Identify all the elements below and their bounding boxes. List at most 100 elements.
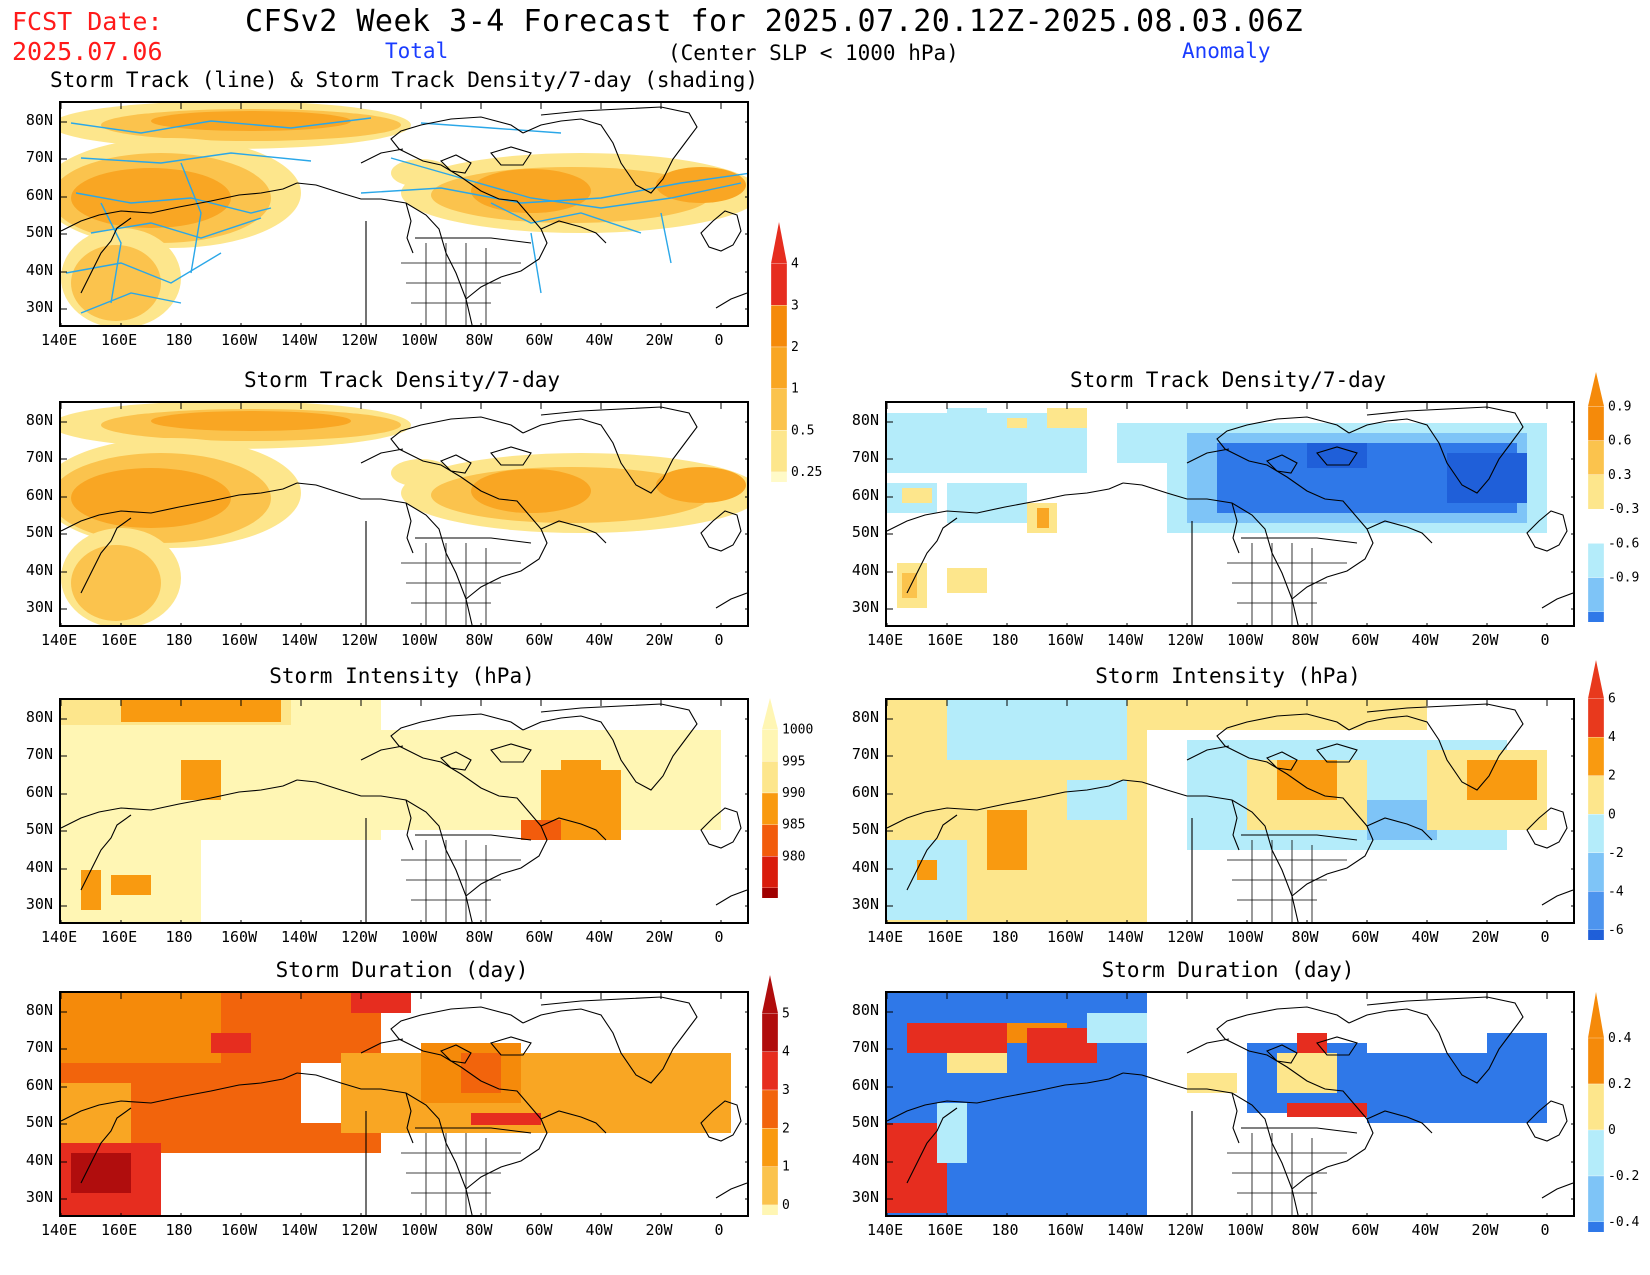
coastline: [1216, 713, 1368, 827]
lat-tick-label: 70N: [25, 745, 53, 763]
coastline: [1526, 510, 1568, 552]
coastline: [80, 814, 132, 891]
shading-cell: [1087, 1013, 1147, 1043]
lat-tick-label: 30N: [851, 598, 879, 616]
shading-cell: [987, 810, 1027, 870]
lon-tick-label: 160W: [221, 1221, 258, 1239]
lat-tick-label: 70N: [851, 448, 879, 466]
coastline: [61, 1072, 298, 1122]
coastline: [360, 1038, 404, 1054]
lat-tick-label: 40N: [851, 858, 879, 876]
colorbar-swatch: [1587, 508, 1605, 544]
colorbar-label: -0.3: [1608, 502, 1639, 517]
lat-tick-label: 60N: [851, 1076, 879, 1094]
panel-title-density-anom: Storm Track Density/7-day: [1069, 368, 1387, 392]
lon-tick-label: 80W: [1291, 928, 1319, 946]
lon-tick-label: 60W: [1351, 928, 1379, 946]
colorbar-swatch: [770, 346, 788, 389]
coastline: [490, 446, 532, 466]
shading-cell: [917, 860, 937, 880]
lon-tick-label: 0: [714, 331, 724, 349]
coastline: [1231, 1092, 1240, 1144]
coastline: [906, 1107, 958, 1184]
shading-cell: [1467, 760, 1537, 800]
lon-tick-label: 160E: [927, 631, 964, 649]
lon-tick-label: 0: [714, 1221, 724, 1239]
colorbar-label: 0.5: [791, 423, 814, 438]
lon-tick-label: 60W: [525, 1221, 553, 1239]
lon-tick-label: 20W: [645, 1221, 673, 1239]
lat-tick-label: 80N: [25, 708, 53, 726]
coastline: [906, 814, 958, 891]
shading-area: [71, 468, 231, 528]
colorbar-label: 4: [1608, 730, 1616, 745]
coastline: [390, 713, 542, 827]
coastline: [465, 817, 607, 897]
panel-title-density-total: Storm Track Density/7-day: [243, 368, 561, 392]
shading-cell: [181, 760, 221, 800]
shading-area: [391, 159, 451, 187]
lon-tick-label: 20W: [645, 631, 673, 649]
lon-tick-label: 0: [1540, 631, 1550, 649]
coastline: [61, 482, 298, 532]
lon-tick-label: 40W: [1411, 928, 1439, 946]
coastline: [1266, 751, 1298, 771]
lat-tick-label: 60N: [25, 486, 53, 504]
coastline: [490, 743, 532, 763]
lon-tick-label: 100W: [1227, 928, 1264, 946]
shading-cell: [947, 568, 987, 593]
lat-tick-label: 30N: [851, 895, 879, 913]
shading-cell: [81, 870, 101, 910]
lat-tick-label: 60N: [25, 783, 53, 801]
lon-tick-label: 140W: [281, 631, 318, 649]
colorbar-swatch: [761, 824, 779, 857]
lat-tick-label: 80N: [25, 1001, 53, 1019]
map-duration-total: [59, 991, 749, 1217]
fcst-date-value: 2025.07.06: [12, 37, 163, 66]
lon-tick-label: 20W: [645, 928, 673, 946]
map-density-anomaly: [885, 401, 1575, 627]
lat-tick-label: 60N: [851, 783, 879, 801]
storm-track-line: [70, 117, 372, 134]
shading-cell: [1487, 1033, 1547, 1053]
storm-track-line: [80, 292, 182, 314]
lon-tick-label: 160E: [927, 1221, 964, 1239]
lat-tick-label: 80N: [851, 411, 879, 429]
coastline: [1231, 502, 1240, 554]
coastline: [415, 537, 532, 544]
shading-cell: [1027, 1028, 1097, 1063]
lon-tick-label: 40W: [585, 928, 613, 946]
colorbar-swatch: [1587, 406, 1605, 441]
lat-tick-label: 40N: [25, 1151, 53, 1169]
colorbar-swatch: [1587, 1037, 1605, 1085]
colorbar-label: -6: [1608, 923, 1624, 938]
map-intensity-total: [59, 698, 749, 924]
coastline: [1266, 454, 1298, 474]
shading-area: [71, 168, 231, 228]
lon-tick-label: 60W: [1351, 1221, 1379, 1239]
shading-area: [151, 111, 351, 131]
lat-tick-label: 60N: [25, 1076, 53, 1094]
coastline: [1216, 416, 1368, 530]
colorbar-label: 4: [782, 1045, 790, 1060]
colorbar-swatch: [1587, 474, 1605, 510]
colorbar-label: 3: [791, 298, 799, 313]
colorbar-swatch: [1587, 775, 1605, 815]
lat-tick-label: 80N: [25, 111, 53, 129]
colorbar-swatch: [1587, 1175, 1605, 1223]
coastline: [1348, 996, 1524, 1084]
coastline: [80, 517, 132, 594]
colorbar-label: -0.9: [1608, 571, 1639, 586]
shading-cell: [947, 1053, 1007, 1073]
lon-tick-label: 140W: [1107, 1221, 1144, 1239]
coastline: [390, 1006, 542, 1120]
coastline: [296, 779, 473, 922]
coastline: [1186, 448, 1230, 464]
coastline: [1316, 743, 1358, 763]
coastline: [522, 106, 698, 194]
colorbar-arrow-bottom: [1588, 930, 1604, 938]
lon-tick-label: 80W: [465, 331, 493, 349]
coastline: [1291, 817, 1433, 897]
colorbar-intensity-total: 1000 995 990 985 980: [761, 698, 832, 920]
coastline: [887, 779, 1124, 829]
